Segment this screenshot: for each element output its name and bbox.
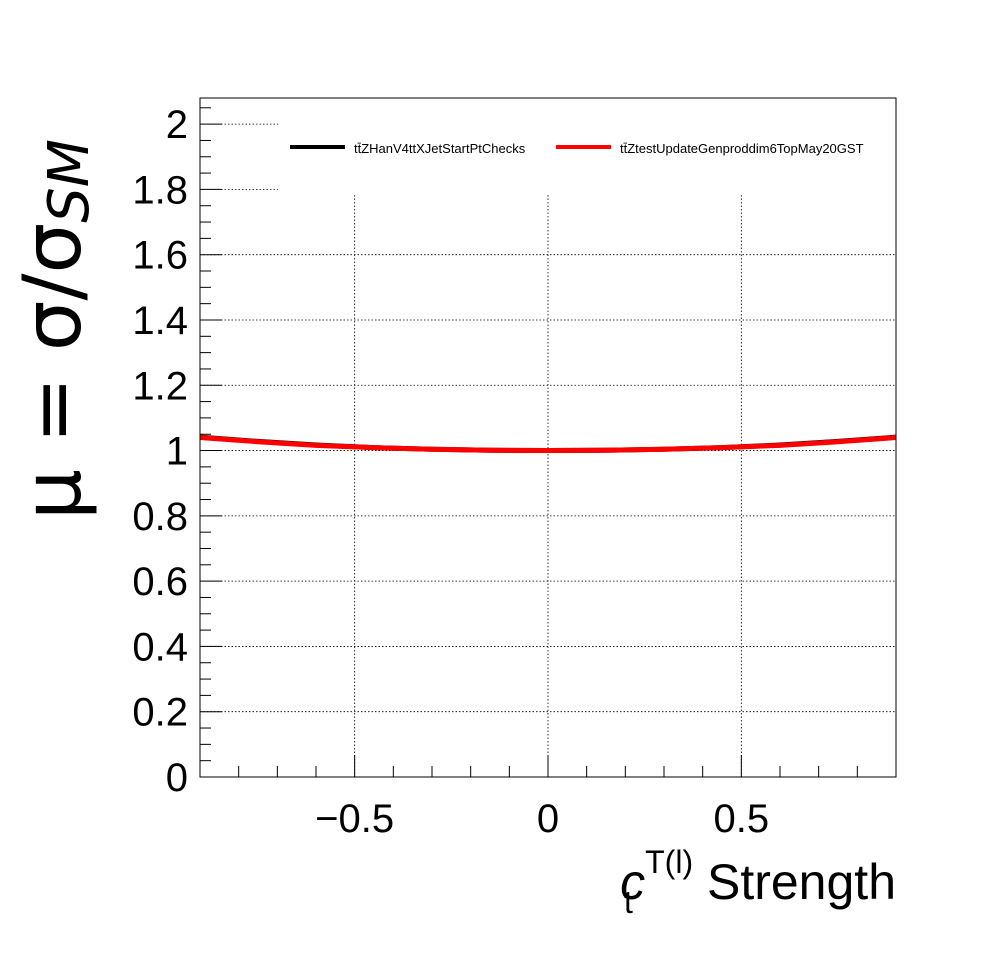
series-line-2	[199, 435, 897, 454]
x-axis-label-subscript: t	[624, 884, 633, 920]
y-tick-label: 0.6	[132, 560, 188, 604]
y-axis-label: μ = σ/σSM	[6, 139, 102, 520]
legend: tt̄ZHanV4ttXJetStartPtChecks tt̄ZtestUpda…	[290, 141, 864, 156]
y-tick-label: 1.4	[132, 299, 188, 343]
minor-ticks	[199, 107, 897, 778]
x-axis-label-prefix: c	[620, 854, 645, 910]
x-axis-label-suffix: Strength	[693, 854, 896, 910]
x-axis-ticks: −0.5 0 0.5	[315, 797, 769, 841]
x-axis-label: cT(l) Strength	[620, 844, 896, 910]
y-tick-label: 0.2	[132, 691, 188, 735]
y-tick-label: 1.6	[132, 234, 188, 278]
x-tick-label: 0.5	[714, 797, 770, 841]
y-tick-label: 1.2	[132, 364, 188, 408]
series-layer	[199, 434, 897, 454]
y-tick-label: 0.4	[132, 625, 188, 669]
plot-frame	[199, 97, 897, 778]
y-axis-label-main: μ = σ/σ	[6, 223, 99, 520]
x-axis-label-superscript: T(l)	[645, 844, 693, 880]
legend-label-2: tt̄ZtestUpdateGenproddim6TopMay20GST	[620, 141, 864, 156]
x-tick-label: −0.5	[315, 797, 394, 841]
y-axis-label-subscript: SM	[37, 139, 102, 223]
y-tick-label: 1	[166, 430, 188, 474]
legend-label-1: tt̄ZHanV4ttXJetStartPtChecks	[354, 141, 526, 156]
y-axis-ticks: 0 0.2 0.4 0.6 0.8 1 1.2 1.4 1.6 1.8 2	[132, 103, 188, 800]
x-tick-label: 0	[537, 797, 559, 841]
y-tick-label: 0.8	[132, 495, 188, 539]
y-tick-label: 2	[166, 103, 188, 147]
y-tick-label: 0	[166, 756, 188, 800]
y-tick-label: 1.8	[132, 168, 188, 212]
